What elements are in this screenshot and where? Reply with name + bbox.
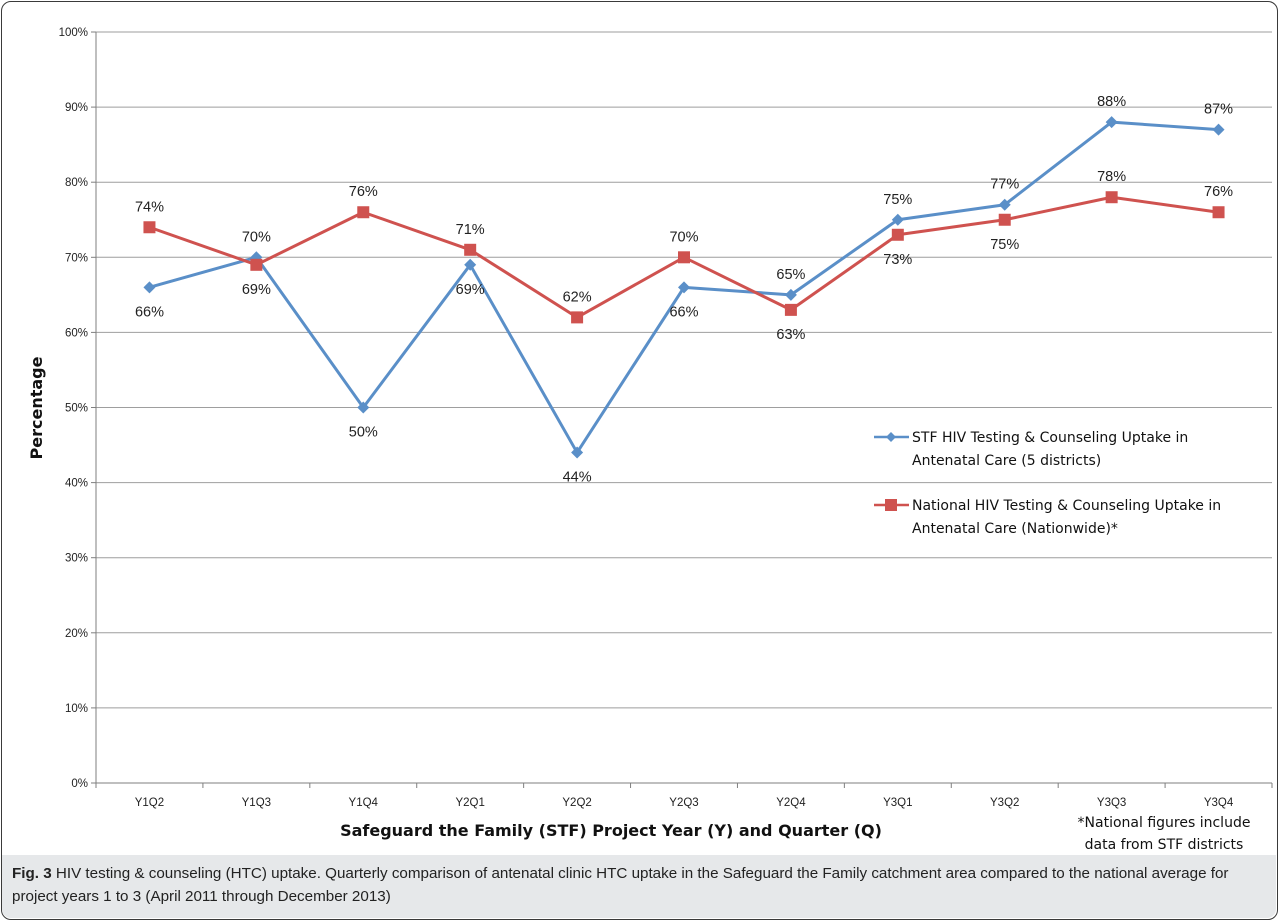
- data-point: [891, 213, 904, 226]
- data-point: [357, 401, 370, 414]
- data-point: [143, 221, 156, 234]
- figure-caption: Fig. 3 HIV testing & counseling (HTC) up…: [12, 862, 1267, 908]
- y-tick-label: 100%: [59, 27, 88, 39]
- x-tick-label: Y1Q4: [349, 797, 379, 809]
- data-label: 76%: [1204, 184, 1233, 200]
- data-point: [891, 228, 904, 241]
- y-tick-label: 50%: [65, 403, 88, 415]
- x-tick-label: Y1Q2: [135, 797, 164, 809]
- x-tick-label: Y3Q3: [1097, 797, 1126, 809]
- data-point: [464, 243, 477, 256]
- legend-stf-label-line1: STF HIV Testing & Counseling Uptake in: [912, 430, 1188, 446]
- legend-stf-swatch-marker: [886, 432, 896, 442]
- gridlines: [91, 31, 1273, 788]
- data-label: 62%: [563, 289, 592, 305]
- data-point: [250, 258, 263, 271]
- y-tick-label: 30%: [65, 553, 88, 565]
- footnote-line2: data from STF districts: [1085, 837, 1244, 853]
- data-label: 63%: [776, 327, 805, 343]
- data-label: 71%: [456, 222, 485, 238]
- legend: STF HIV Testing & Counseling Uptake in A…: [874, 430, 1221, 537]
- y-tick-label: 80%: [65, 177, 88, 189]
- data-label: 65%: [776, 267, 805, 283]
- y-tick-label: 60%: [65, 327, 88, 339]
- x-tick-label: Y3Q4: [1204, 797, 1234, 809]
- data-label: 66%: [669, 304, 698, 320]
- data-label: 87%: [1204, 102, 1233, 118]
- data-label: 76%: [349, 184, 378, 200]
- legend-stf-label-line2: Antenatal Care (5 districts): [912, 453, 1101, 469]
- caption-label: Fig. 3: [12, 865, 52, 882]
- legend-national-swatch-marker: [885, 499, 897, 511]
- data-point: [998, 213, 1011, 226]
- data-label: 66%: [135, 304, 164, 320]
- data-labels: 66% 70% 50% 69% 44% 66% 65% 75% 77% 88% 87% 74% 69% 7…: [135, 94, 1233, 485]
- data-label: 70%: [669, 229, 698, 245]
- x-tick-label: Y2Q2: [562, 797, 591, 809]
- data-label: 50%: [349, 425, 378, 441]
- data-point: [1105, 191, 1118, 204]
- y-tick-label: 20%: [65, 628, 88, 640]
- x-tick-labels: Y1Q2 Y1Q3 Y1Q4 Y2Q1 Y2Q2 Y2Q3 Y2Q4 Y3Q1 Y3Q2 Y3Q3…: [135, 797, 1234, 809]
- data-point: [571, 446, 584, 459]
- y-tick-label: 10%: [65, 703, 88, 715]
- y-tick-labels: 0% 10% 20% 30% 40% 50% 60% 70% 80% 90% 100%: [59, 27, 88, 790]
- y-tick-label: 0%: [71, 778, 88, 790]
- data-point: [143, 281, 156, 294]
- x-tick-label: Y2Q3: [669, 797, 698, 809]
- data-label: 88%: [1097, 94, 1126, 110]
- x-tick-label: Y3Q2: [990, 797, 1019, 809]
- data-point: [678, 251, 690, 264]
- x-tick-label: Y2Q1: [455, 797, 484, 809]
- data-label: 77%: [990, 177, 1019, 193]
- x-tick-label: Y1Q3: [242, 797, 271, 809]
- x-axis-title: Safeguard the Family (STF) Project Year …: [340, 821, 882, 840]
- data-label: 75%: [990, 237, 1019, 253]
- series-markers: [143, 116, 1225, 459]
- x-tick-label: Y2Q4: [776, 797, 806, 809]
- data-point: [784, 288, 797, 301]
- caption-text: HIV testing & counseling (HTC) uptake. Q…: [12, 865, 1229, 905]
- y-tick-label: 70%: [65, 252, 88, 264]
- caption-band: [2, 855, 1276, 918]
- x-tick-label: Y3Q1: [883, 797, 912, 809]
- data-point: [1212, 206, 1225, 219]
- data-point: [1105, 116, 1118, 129]
- footnote-line1: *National figures include: [1078, 815, 1251, 831]
- data-point: [464, 258, 477, 271]
- data-label: 69%: [242, 282, 271, 298]
- data-point: [998, 198, 1011, 211]
- legend-national-label-line1: National HIV Testing & Counseling Uptake…: [912, 498, 1221, 514]
- data-label: 73%: [883, 252, 912, 268]
- data-label: 78%: [1097, 169, 1126, 185]
- data-label: 70%: [242, 229, 271, 245]
- legend-national-label-line2: Antenatal Care (Nationwide)*: [912, 521, 1118, 537]
- y-tick-label: 40%: [65, 478, 88, 490]
- y-axis-title: Percentage: [27, 356, 46, 459]
- data-label: 74%: [135, 199, 164, 215]
- data-point: [678, 281, 690, 294]
- data-point: [357, 206, 370, 219]
- data-point: [571, 311, 584, 324]
- data-label: 75%: [883, 192, 912, 208]
- y-tick-label: 90%: [65, 102, 88, 114]
- data-point: [1212, 123, 1225, 136]
- data-point: [784, 303, 797, 316]
- data-label: 44%: [563, 470, 592, 486]
- data-label: 69%: [456, 282, 485, 298]
